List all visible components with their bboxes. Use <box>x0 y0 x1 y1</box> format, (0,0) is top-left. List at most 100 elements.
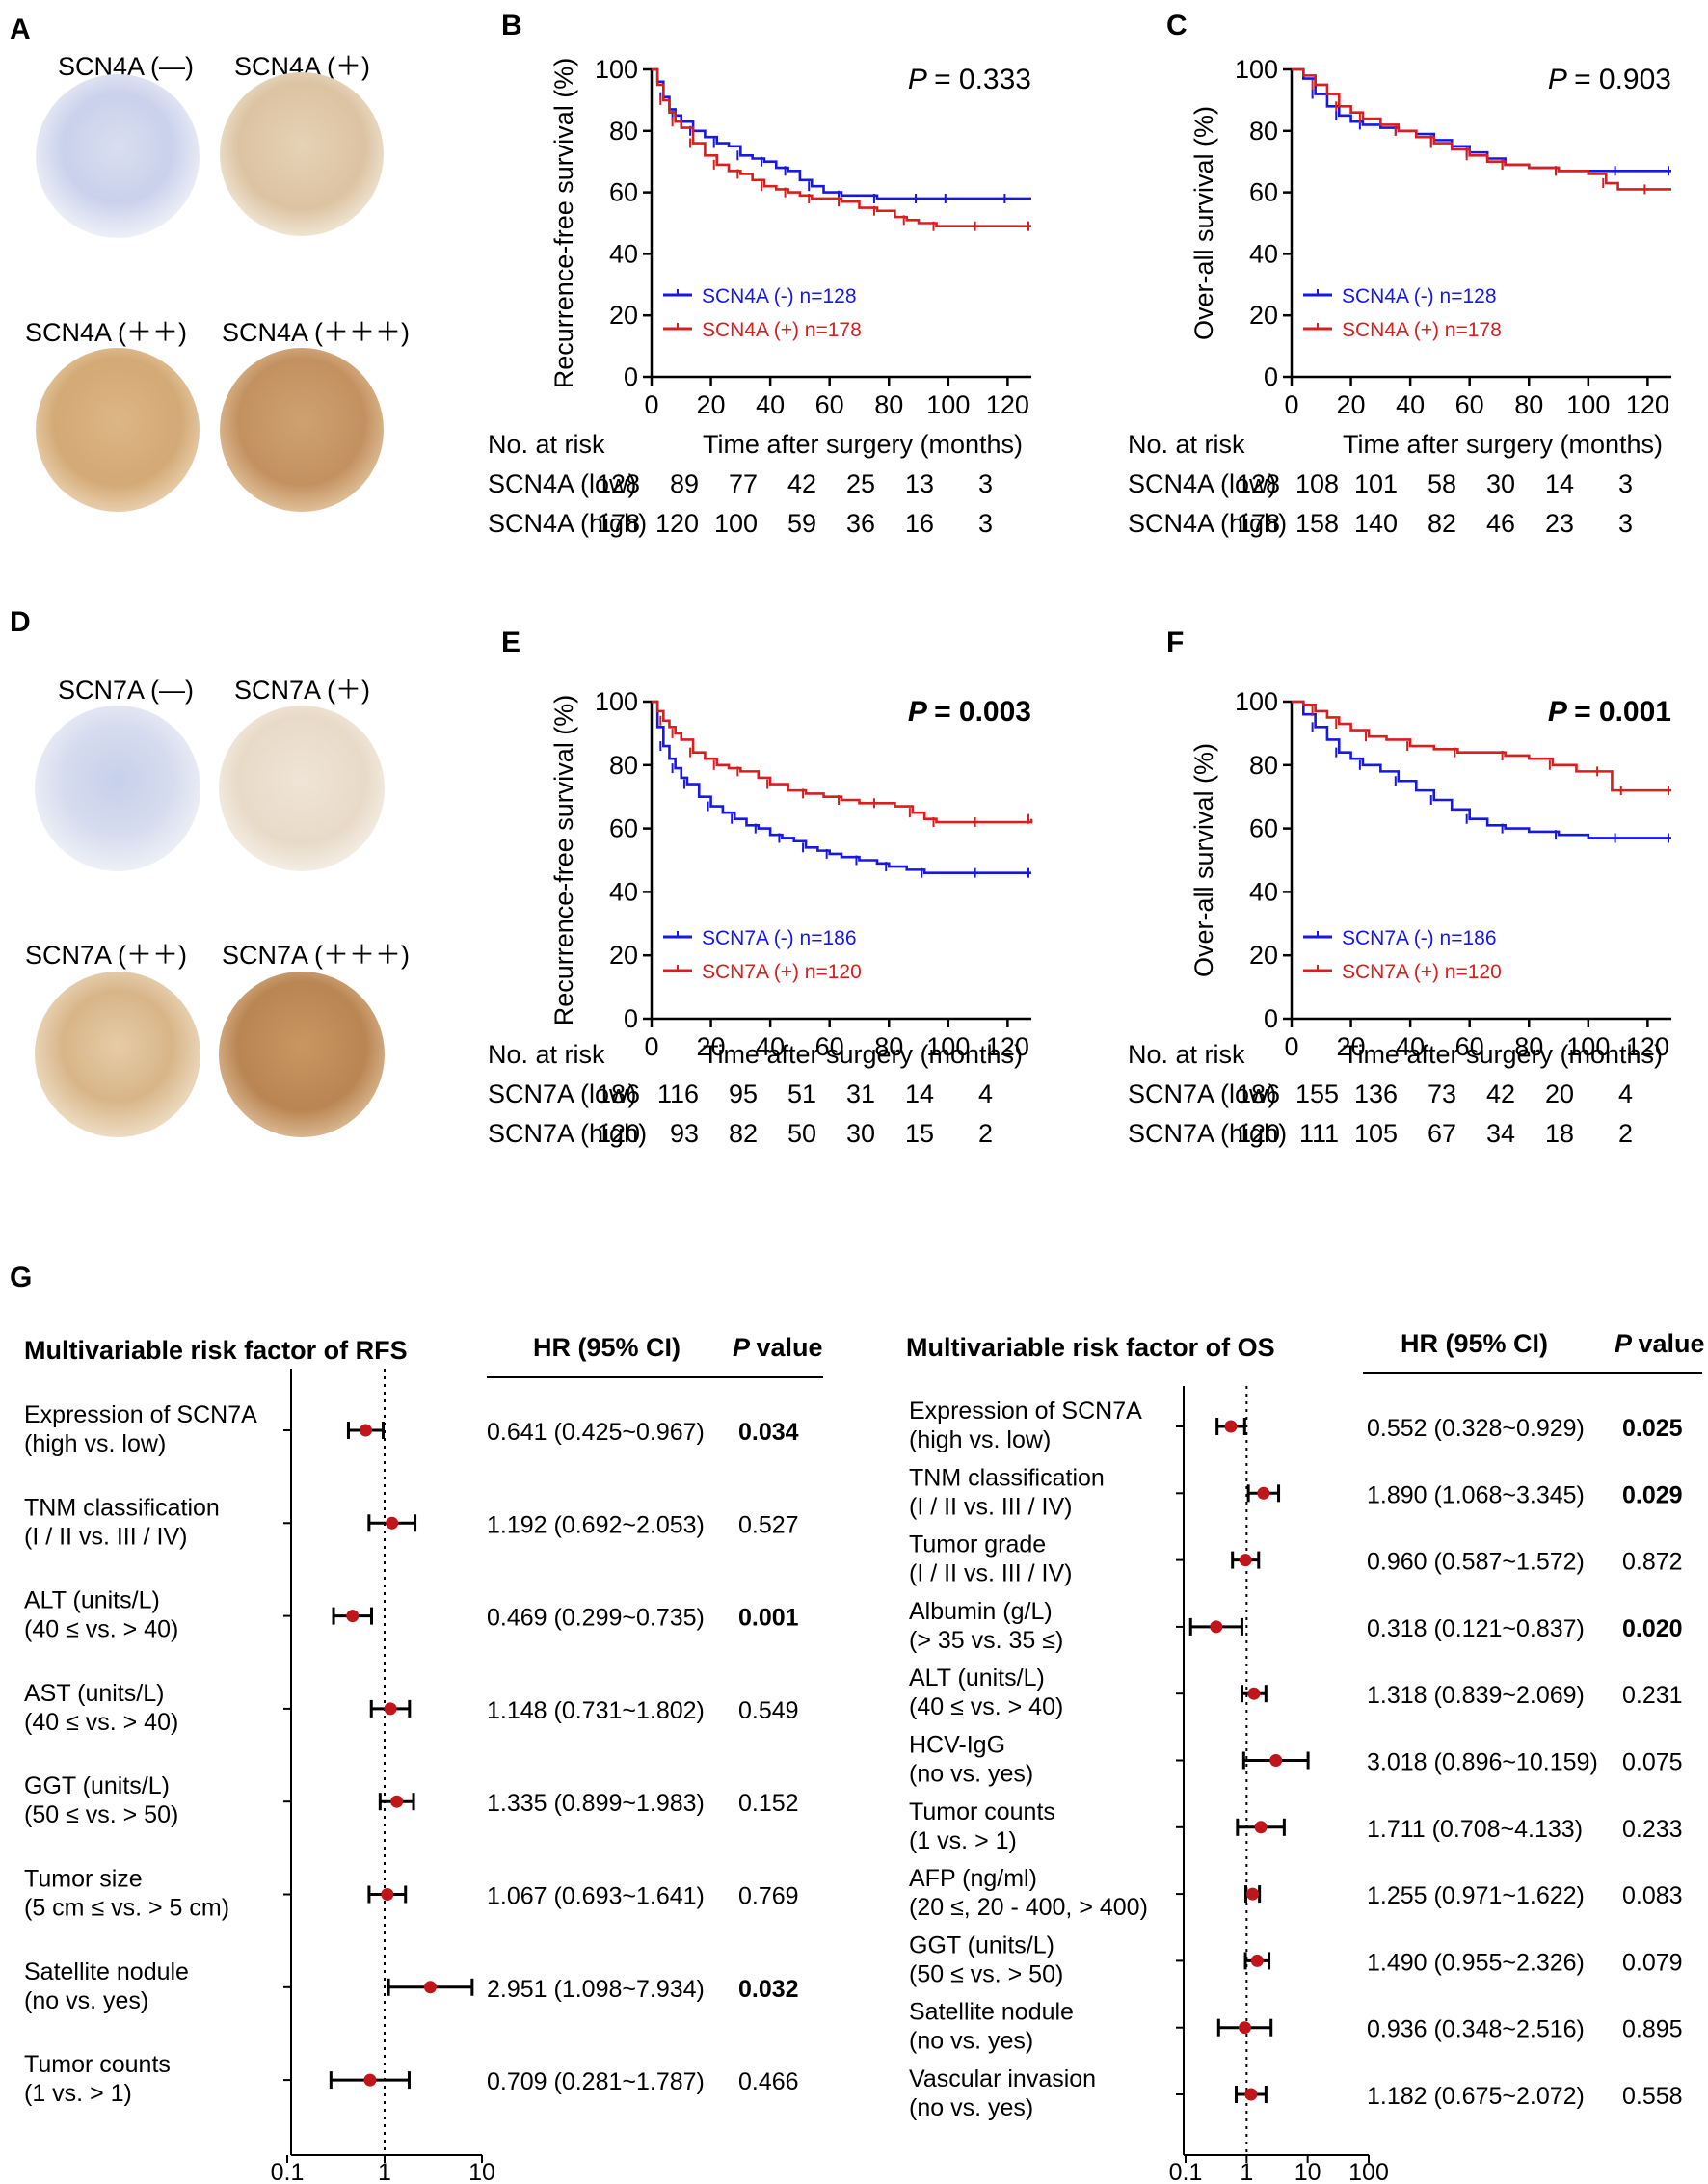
x-tick-label: 0.1 <box>1169 2159 1203 2184</box>
stain-label-d-neg: SCN7A (—) <box>58 676 194 705</box>
variable-sublabel: (1 vs. > 1) <box>909 1827 1017 1854</box>
risk-count: 128 <box>597 469 640 498</box>
x-tick-label: 120 <box>986 1032 1029 1061</box>
p-value: 0.032 <box>738 1976 799 2003</box>
panel-letter: B <box>501 10 522 41</box>
risk-row-label: SCN4A (low) <box>488 469 637 498</box>
y-tick-label: 40 <box>609 877 638 906</box>
risk-count: 4 <box>1618 1079 1633 1108</box>
risk-count: 116 <box>657 1079 699 1108</box>
x-axis-label: Time after surgery (months) <box>1343 1040 1663 1069</box>
km-chart-b: B 0 20 40 60 80 100 120 0 20 40 60 80 100 Recurrence-f… <box>488 10 1031 538</box>
x-tick-label: 0.1 <box>271 2159 305 2184</box>
hazard-ratio-point <box>1210 1620 1223 1634</box>
hazard-ratio-point <box>1257 1486 1270 1500</box>
legend-label-blue: SCN4A (-) n=128 <box>1342 285 1497 307</box>
risk-count: 120 <box>597 1119 640 1148</box>
x-tick-label: 120 <box>1626 1032 1669 1061</box>
y-tick-label: 20 <box>1249 941 1278 970</box>
panel-d: D SCN7A (—) SCN7A (＋) SCN7A (＋＋) SCN7A (… <box>10 606 410 1137</box>
x-tick-label: 0 <box>1284 390 1298 419</box>
hr-ci-value: 0.709 (0.281~1.787) <box>487 2068 705 2095</box>
y-tick-label: 80 <box>609 751 638 780</box>
p-value: 0.231 <box>1622 1682 1683 1709</box>
tissue-core-image <box>219 972 385 1137</box>
risk-table-header: No. at risk <box>488 1040 605 1069</box>
risk-count: 14 <box>1545 469 1574 498</box>
hr-ci-value: 1.318 (0.839~2.069) <box>1367 1682 1585 1709</box>
variable-label: Tumor size <box>24 1866 143 1893</box>
risk-count: 93 <box>670 1119 699 1148</box>
risk-count: 100 <box>714 509 758 538</box>
risk-count: 59 <box>787 509 816 538</box>
legend-label-blue: SCN7A (-) n=186 <box>702 927 857 949</box>
y-tick-label: 20 <box>609 301 638 330</box>
risk-count: 155 <box>1295 1079 1339 1108</box>
y-tick-label: 20 <box>609 941 638 970</box>
km-curve-blue <box>1292 700 1671 839</box>
variable-sublabel: (no vs. yes) <box>909 1761 1033 1788</box>
y-tick-label: 40 <box>1249 877 1278 906</box>
p-value-text: P = 0.903 <box>1548 64 1671 95</box>
hazard-ratio-point <box>1269 1754 1283 1767</box>
p-column-header: P value <box>733 1333 823 1362</box>
risk-count: 120 <box>655 509 699 538</box>
x-tick-label: 10 <box>468 2159 495 2184</box>
tissue-core-image <box>36 74 200 238</box>
variable-sublabel: (40 ≤ vs. > 40) <box>909 1693 1063 1720</box>
risk-count: 4 <box>978 1079 993 1108</box>
tissue-core-image <box>35 706 200 871</box>
risk-count: 3 <box>1618 469 1633 498</box>
variable-sublabel: (I / II vs. III / IV) <box>909 1560 1072 1587</box>
risk-count: 105 <box>1354 1119 1398 1148</box>
variable-label: Satellite nodule <box>24 1958 189 1985</box>
hazard-ratio-point <box>1224 1420 1238 1433</box>
x-tick-label: 1 <box>378 2159 391 2184</box>
x-tick-label: 40 <box>756 390 785 419</box>
risk-count: 120 <box>1237 1119 1280 1148</box>
p-symbol: P <box>1548 696 1574 728</box>
hr-ci-value: 0.936 (0.348~2.516) <box>1367 2016 1585 2043</box>
variable-label: Tumor counts <box>24 2051 171 2078</box>
stain-label-a-pos2: SCN4A (＋＋) <box>25 318 187 347</box>
risk-count: 50 <box>787 1119 816 1148</box>
p-value: 0.029 <box>1622 1481 1683 1508</box>
hr-column-header: HR (95% CI) <box>1401 1329 1548 1358</box>
variable-label: Satellite nodule <box>909 1999 1074 2026</box>
y-tick-label: 0 <box>1264 362 1278 391</box>
hr-ci-value: 0.318 (0.121~0.837) <box>1367 1615 1585 1642</box>
tissue-core-image <box>35 972 200 1137</box>
stain-label-d-pos3: SCN7A (＋＋＋) <box>222 941 410 970</box>
y-axis-label: Recurrence-free survival (%) <box>549 695 578 1026</box>
risk-count: 30 <box>846 1119 875 1148</box>
risk-count: 18 <box>1545 1119 1574 1148</box>
variable-label: TNM classification <box>909 1464 1105 1491</box>
p-value-text: P = 0.333 <box>908 64 1031 95</box>
legend-label-red: SCN7A (+) n=120 <box>702 961 862 983</box>
x-tick-label: 100 <box>1348 2159 1389 2184</box>
forest-title: Multivariable risk factor of OS <box>906 1333 1275 1362</box>
risk-count: 13 <box>905 469 934 498</box>
y-tick-label: 100 <box>595 55 638 84</box>
risk-count: 178 <box>1237 509 1280 538</box>
stain-label-a-pos3: SCN4A (＋＋＋) <box>222 318 410 347</box>
stain-label-d-pos1: SCN7A (＋) <box>234 676 370 705</box>
variable-sublabel: (> 35 vs. 35 ≤) <box>909 1627 1063 1654</box>
p-value: 0.549 <box>738 1697 799 1724</box>
y-tick-label: 100 <box>1235 687 1278 716</box>
risk-count: 3 <box>1618 509 1633 538</box>
p-header-text: value <box>757 1333 823 1362</box>
hr-ci-value: 1.148 (0.731~1.802) <box>487 1697 705 1724</box>
variable-sublabel: (high vs. low) <box>24 1430 166 1457</box>
risk-count: 73 <box>1428 1079 1456 1108</box>
x-tick-label: 20 <box>1337 390 1366 419</box>
risk-count: 178 <box>597 509 640 538</box>
forest-title: Multivariable risk factor of RFS <box>24 1336 408 1365</box>
risk-row-label: SCN4A (low) <box>1128 469 1277 498</box>
legend-label-red: SCN4A (+) n=178 <box>702 319 862 341</box>
x-tick-label: 40 <box>756 1032 785 1061</box>
hazard-ratio-point <box>1239 2021 1252 2035</box>
variable-label: Tumor counts <box>909 1798 1055 1825</box>
hr-ci-value: 1.335 (0.899~1.983) <box>487 1790 705 1817</box>
